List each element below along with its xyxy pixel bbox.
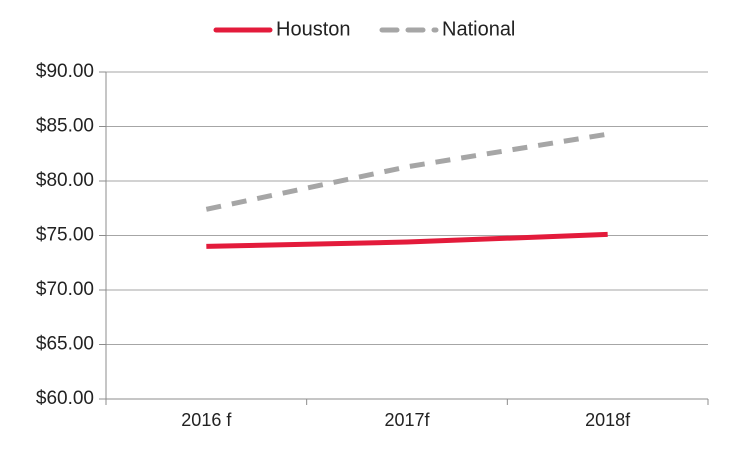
- y-tick-label: $90.00: [36, 61, 94, 82]
- series-lines: [205, 131, 609, 249]
- series-line-houston: [206, 231, 608, 249]
- legend-label: Houston: [276, 18, 351, 40]
- y-tick-label: $80.00: [36, 170, 94, 191]
- x-tick-label: 2016 f: [181, 410, 232, 430]
- legend: Houston National: [213, 18, 515, 40]
- x-tick-label: 2017f: [384, 410, 430, 430]
- legend-label: National: [442, 18, 515, 40]
- y-tick-label: $85.00: [36, 116, 94, 137]
- series-line-national: [205, 131, 609, 212]
- y-tick-label: $65.00: [36, 334, 94, 355]
- legend-item-houston: Houston: [213, 18, 351, 40]
- y-tick-label: $60.00: [36, 388, 94, 409]
- legend-item-national: National: [379, 18, 515, 40]
- y-tick-label: $75.00: [36, 225, 94, 246]
- y-tick-label: $70.00: [36, 279, 94, 300]
- axes: $60.00 $65.00 $70.00 $75.00 $80.00 $85.00 $90.…: [36, 61, 709, 430]
- x-tick-label: 2018f: [585, 410, 631, 430]
- gridlines: [106, 71, 708, 345]
